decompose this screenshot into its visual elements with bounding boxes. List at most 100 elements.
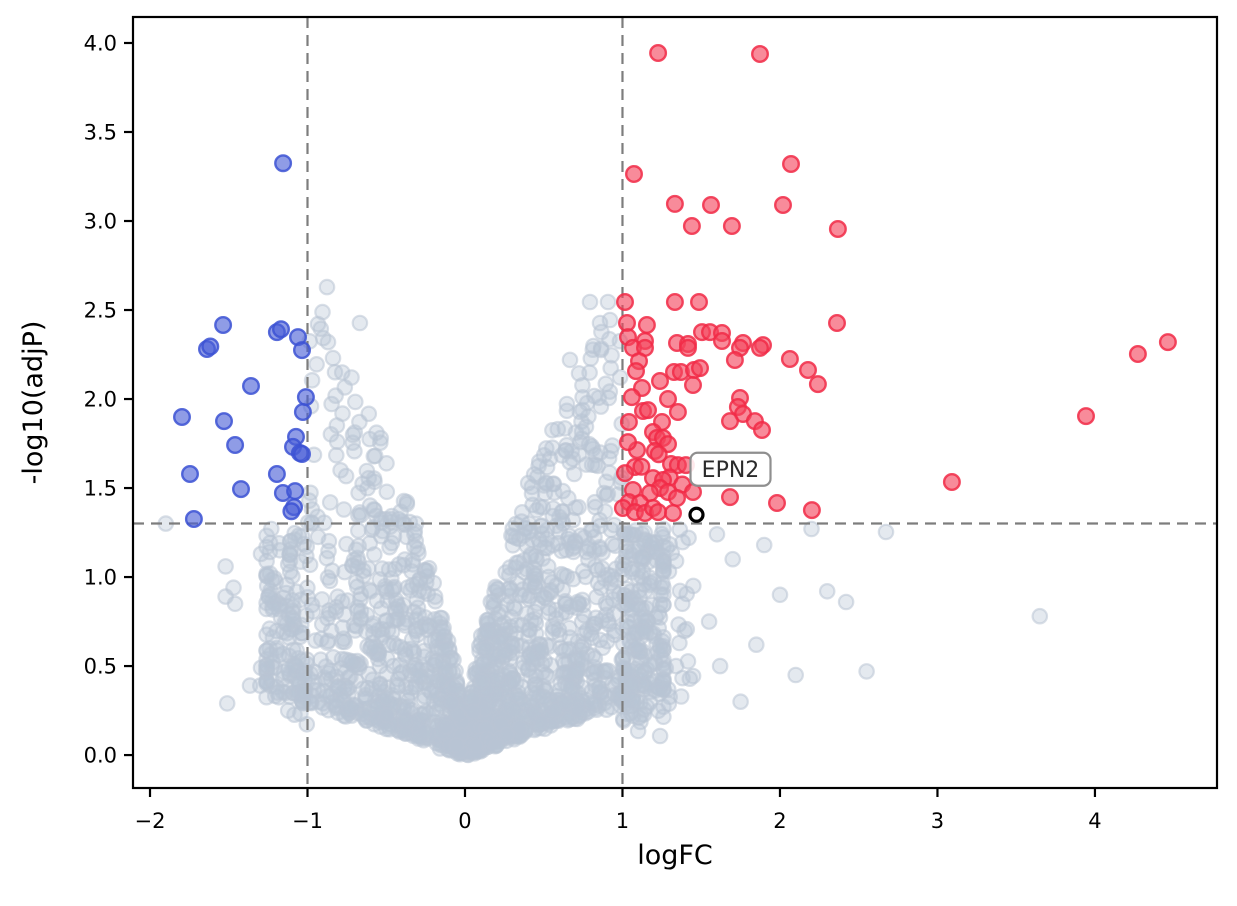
- point-nonsig: [415, 705, 432, 723]
- point-nonsig: [408, 591, 426, 608]
- point-nonsig: [312, 630, 330, 648]
- point-nonsig: [602, 359, 619, 377]
- point-up: [828, 314, 847, 333]
- point-up: [684, 376, 703, 395]
- point-nonsig: [335, 501, 353, 518]
- point-nonsig: [226, 595, 244, 613]
- point-up: [616, 293, 635, 312]
- point-nonsig: [578, 394, 596, 412]
- point-nonsig: [364, 671, 381, 688]
- point-nonsig: [678, 620, 696, 638]
- point-nonsig: [322, 662, 340, 679]
- point-nonsig: [583, 629, 601, 647]
- point-nonsig: [708, 525, 726, 543]
- point-nonsig: [506, 600, 524, 618]
- point-nonsig: [711, 657, 729, 675]
- point-nonsig: [302, 484, 319, 502]
- point-nonsig: [418, 562, 436, 580]
- point-up: [649, 445, 668, 464]
- point-nonsig: [537, 474, 555, 491]
- point-nonsig: [532, 586, 549, 604]
- x-tick-label: 4: [1088, 809, 1101, 833]
- point-nonsig: [629, 637, 647, 655]
- point-nonsig: [507, 674, 525, 691]
- point-up: [768, 494, 787, 513]
- point-nonsig: [380, 636, 398, 654]
- point-nonsig: [389, 678, 406, 695]
- point-down: [226, 436, 245, 455]
- point-nonsig: [574, 376, 591, 394]
- point-nonsig: [407, 611, 425, 628]
- point-nonsig: [818, 582, 836, 600]
- point-nonsig: [437, 718, 454, 736]
- point-nonsig: [445, 678, 463, 696]
- point-up: [808, 375, 827, 394]
- point-nonsig: [561, 351, 579, 369]
- point-down: [231, 480, 250, 499]
- point-nonsig: [280, 629, 298, 646]
- point-nonsig: [616, 556, 633, 574]
- point-up: [682, 216, 701, 235]
- point-nonsig: [312, 320, 330, 338]
- point-up: [942, 473, 961, 492]
- point-nonsig: [436, 640, 454, 658]
- point-nonsig: [586, 557, 604, 575]
- y-tick-label: 2.0: [84, 388, 117, 412]
- x-tick-label: 3: [931, 809, 944, 833]
- point-nonsig: [877, 523, 895, 541]
- x-tick-label: −1: [292, 809, 323, 833]
- point-nonsig: [426, 588, 444, 605]
- point-nonsig: [681, 670, 699, 687]
- point-nonsig: [671, 634, 688, 652]
- point-nonsig: [324, 349, 342, 367]
- point-nonsig: [395, 701, 413, 719]
- point-nonsig: [487, 578, 504, 596]
- point-nonsig: [252, 659, 270, 677]
- point-nonsig: [581, 293, 599, 311]
- point-nonsig: [403, 631, 421, 648]
- point-nonsig: [539, 558, 557, 575]
- y-tick-label: 0.5: [84, 655, 117, 679]
- y-tick-label: 1.0: [84, 566, 117, 590]
- point-up: [668, 403, 687, 422]
- point-nonsig: [580, 435, 598, 453]
- point-nonsig: [281, 563, 299, 580]
- point-nonsig: [464, 703, 482, 721]
- point-nonsig: [448, 736, 465, 754]
- point-nonsig: [431, 672, 448, 690]
- point-up: [725, 351, 744, 370]
- point-down: [293, 341, 312, 360]
- point-nonsig: [597, 606, 615, 624]
- point-nonsig: [378, 650, 396, 667]
- point-nonsig: [535, 689, 552, 706]
- y-tick-label: 4.0: [84, 31, 117, 55]
- point-nonsig: [344, 696, 362, 714]
- point-nonsig: [650, 619, 667, 637]
- point-nonsig: [286, 531, 304, 548]
- point-nonsig: [653, 525, 670, 543]
- point-nonsig: [283, 609, 301, 627]
- point-nonsig: [328, 433, 346, 450]
- x-tick-label: 0: [458, 809, 471, 833]
- point-nonsig: [560, 527, 578, 545]
- point-down: [274, 154, 293, 173]
- point-down: [214, 316, 233, 335]
- point-nonsig: [573, 591, 591, 609]
- point-nonsig: [506, 701, 523, 719]
- point-up: [751, 45, 770, 64]
- point-nonsig: [858, 663, 875, 680]
- point-nonsig: [680, 529, 697, 547]
- point-nonsig: [530, 457, 547, 475]
- highlight-point-marker: [688, 506, 705, 523]
- point-nonsig: [522, 546, 540, 563]
- point-nonsig: [409, 668, 427, 685]
- point-nonsig: [565, 465, 583, 483]
- point-nonsig: [396, 725, 414, 742]
- point-up: [639, 401, 658, 420]
- point-nonsig: [837, 593, 855, 611]
- point-up: [1076, 407, 1095, 426]
- point-nonsig: [358, 606, 376, 624]
- point-nonsig: [584, 664, 602, 682]
- highlight-label-text: EPN2: [702, 458, 760, 483]
- point-nonsig: [532, 714, 550, 732]
